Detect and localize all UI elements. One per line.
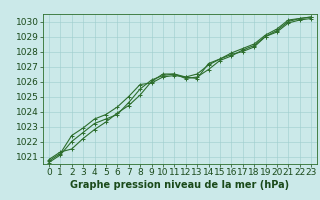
- X-axis label: Graphe pression niveau de la mer (hPa): Graphe pression niveau de la mer (hPa): [70, 180, 290, 190]
